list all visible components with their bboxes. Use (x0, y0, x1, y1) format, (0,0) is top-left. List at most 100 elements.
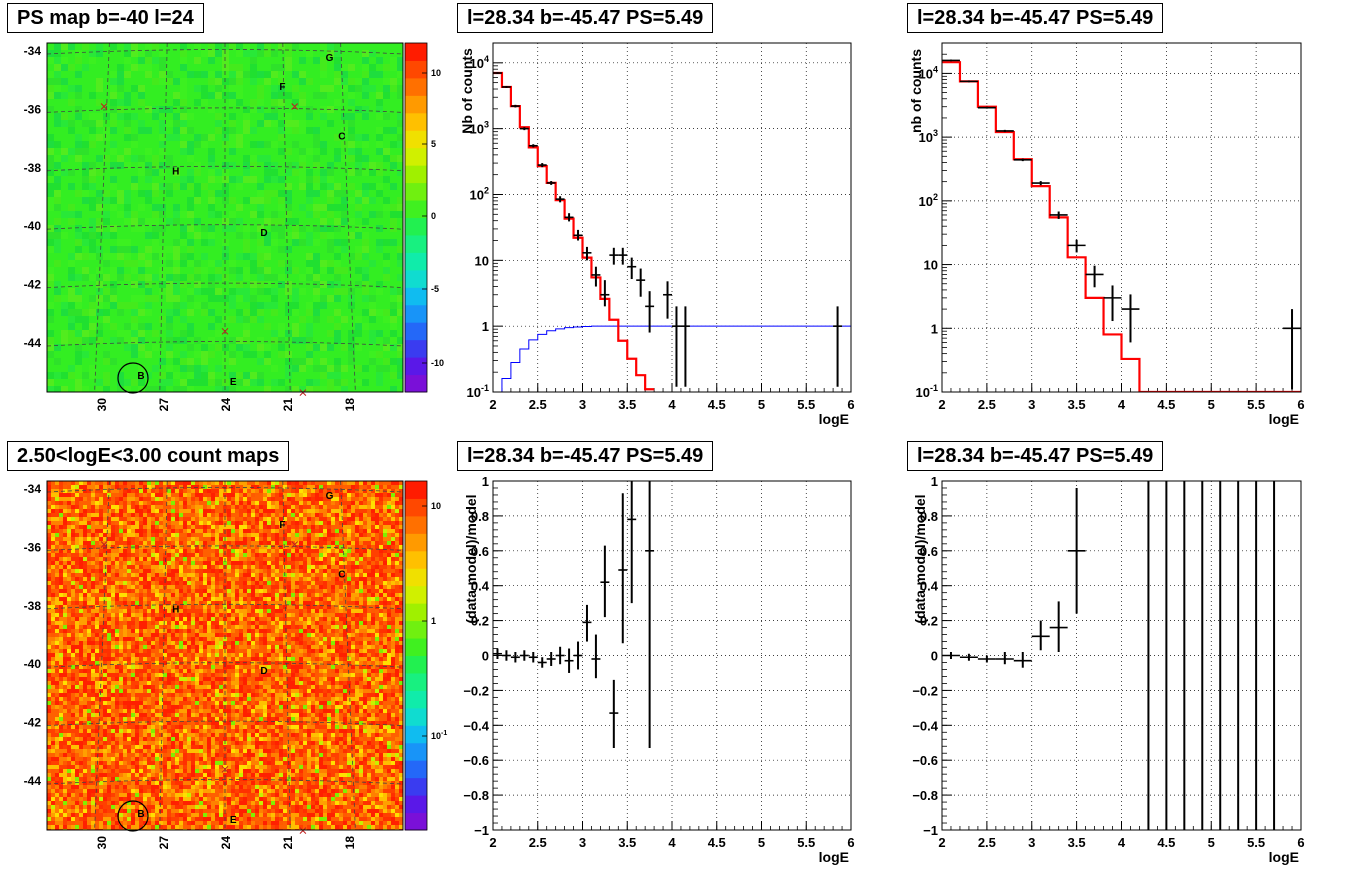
map-pixel (195, 609, 199, 613)
map-pixel (96, 155, 103, 162)
map-pixel (75, 605, 79, 609)
map-pixel (327, 573, 331, 577)
map-pixel (83, 489, 87, 493)
map-pixel (131, 295, 138, 302)
map-pixel (187, 497, 191, 501)
map-pixel (124, 50, 131, 57)
map-pixel (397, 309, 403, 316)
map-pixel (367, 597, 371, 601)
map-pixel (348, 183, 355, 190)
map-pixel (307, 629, 311, 633)
map-pixel (251, 521, 255, 525)
map-pixel (123, 553, 127, 557)
map-pixel (255, 537, 259, 541)
map-pixel (187, 239, 194, 246)
map-pixel (194, 134, 201, 141)
map-pixel (285, 386, 292, 392)
map-pixel (239, 533, 243, 537)
map-pixel (397, 211, 403, 218)
map-pixel (369, 316, 376, 323)
map-pixel (211, 581, 215, 585)
map-pixel (291, 629, 295, 633)
map-pixel (367, 633, 371, 637)
map-pixel (259, 505, 263, 509)
map-pixel (395, 529, 399, 533)
map-pixel (279, 489, 283, 493)
map-pixel (355, 505, 359, 509)
map-pixel (99, 621, 103, 625)
map-pixel (47, 197, 54, 204)
map-pixel (103, 517, 107, 521)
map-pixel (199, 629, 203, 633)
map-pixel (283, 509, 287, 513)
map-pixel (251, 573, 255, 577)
map-pixel (79, 589, 83, 593)
colorbar-label: -10 (431, 358, 444, 368)
map-pixel (179, 585, 183, 589)
map-pixel (275, 565, 279, 569)
map-pixel (319, 633, 323, 637)
map-pixel (383, 597, 387, 601)
map-pixel (175, 489, 179, 493)
map-pixel (287, 601, 291, 605)
map-pixel (247, 637, 251, 641)
map-pixel (91, 489, 95, 493)
map-pixel (95, 549, 99, 553)
map-pixel (235, 593, 239, 597)
map-pixel (376, 148, 383, 155)
map-pixel (231, 633, 235, 637)
map-pixel (187, 141, 194, 148)
map-pixel (199, 625, 203, 629)
map-pixel (267, 505, 271, 509)
map-pixel (399, 493, 403, 497)
map-pixel (119, 589, 123, 593)
map-pixel (183, 545, 187, 549)
map-pixel (219, 513, 223, 517)
map-pixel (279, 509, 283, 513)
map-pixel (219, 533, 223, 537)
map-pixel (167, 629, 171, 633)
map-pixel (343, 613, 347, 617)
map-pixel (327, 557, 331, 561)
map-pixel (291, 529, 295, 533)
map-pixel (343, 605, 347, 609)
map-pixel (51, 601, 55, 605)
map-pixel (159, 316, 166, 323)
map-pixel (208, 309, 215, 316)
map-pixel (278, 351, 285, 358)
map-pixel (159, 525, 163, 529)
map-pixel (89, 127, 96, 134)
map-pixel (219, 561, 223, 565)
map-pixel (319, 533, 323, 537)
map-pixel (279, 529, 283, 533)
map-pixel (107, 581, 111, 585)
map-pixel (363, 597, 367, 601)
map-pixel (171, 497, 175, 501)
map-pixel (96, 225, 103, 232)
map-pixel (295, 621, 299, 625)
map-pixel (267, 537, 271, 541)
map-pixel (339, 609, 343, 613)
map-pixel (376, 99, 383, 106)
map-pixel (287, 621, 291, 625)
map-pixel (131, 493, 135, 497)
map-pixel (171, 485, 175, 489)
map-pixel (83, 505, 87, 509)
map-pixel (95, 485, 99, 489)
map-pixel (327, 589, 331, 593)
map-pixel (91, 589, 95, 593)
map-pixel (159, 134, 166, 141)
map-pixel (343, 617, 347, 621)
map-pixel (375, 521, 379, 525)
map-pixel (99, 561, 103, 565)
map-pixel (180, 253, 187, 260)
map-pixel (135, 481, 139, 485)
map-pixel (194, 169, 201, 176)
map-pixel (71, 565, 75, 569)
map-pixel (119, 509, 123, 513)
map-pixel (159, 633, 163, 637)
map-pixel (257, 141, 264, 148)
map-pixel (391, 521, 395, 525)
map-pixel (47, 541, 51, 545)
map-xtick-label: 21 (281, 398, 295, 412)
